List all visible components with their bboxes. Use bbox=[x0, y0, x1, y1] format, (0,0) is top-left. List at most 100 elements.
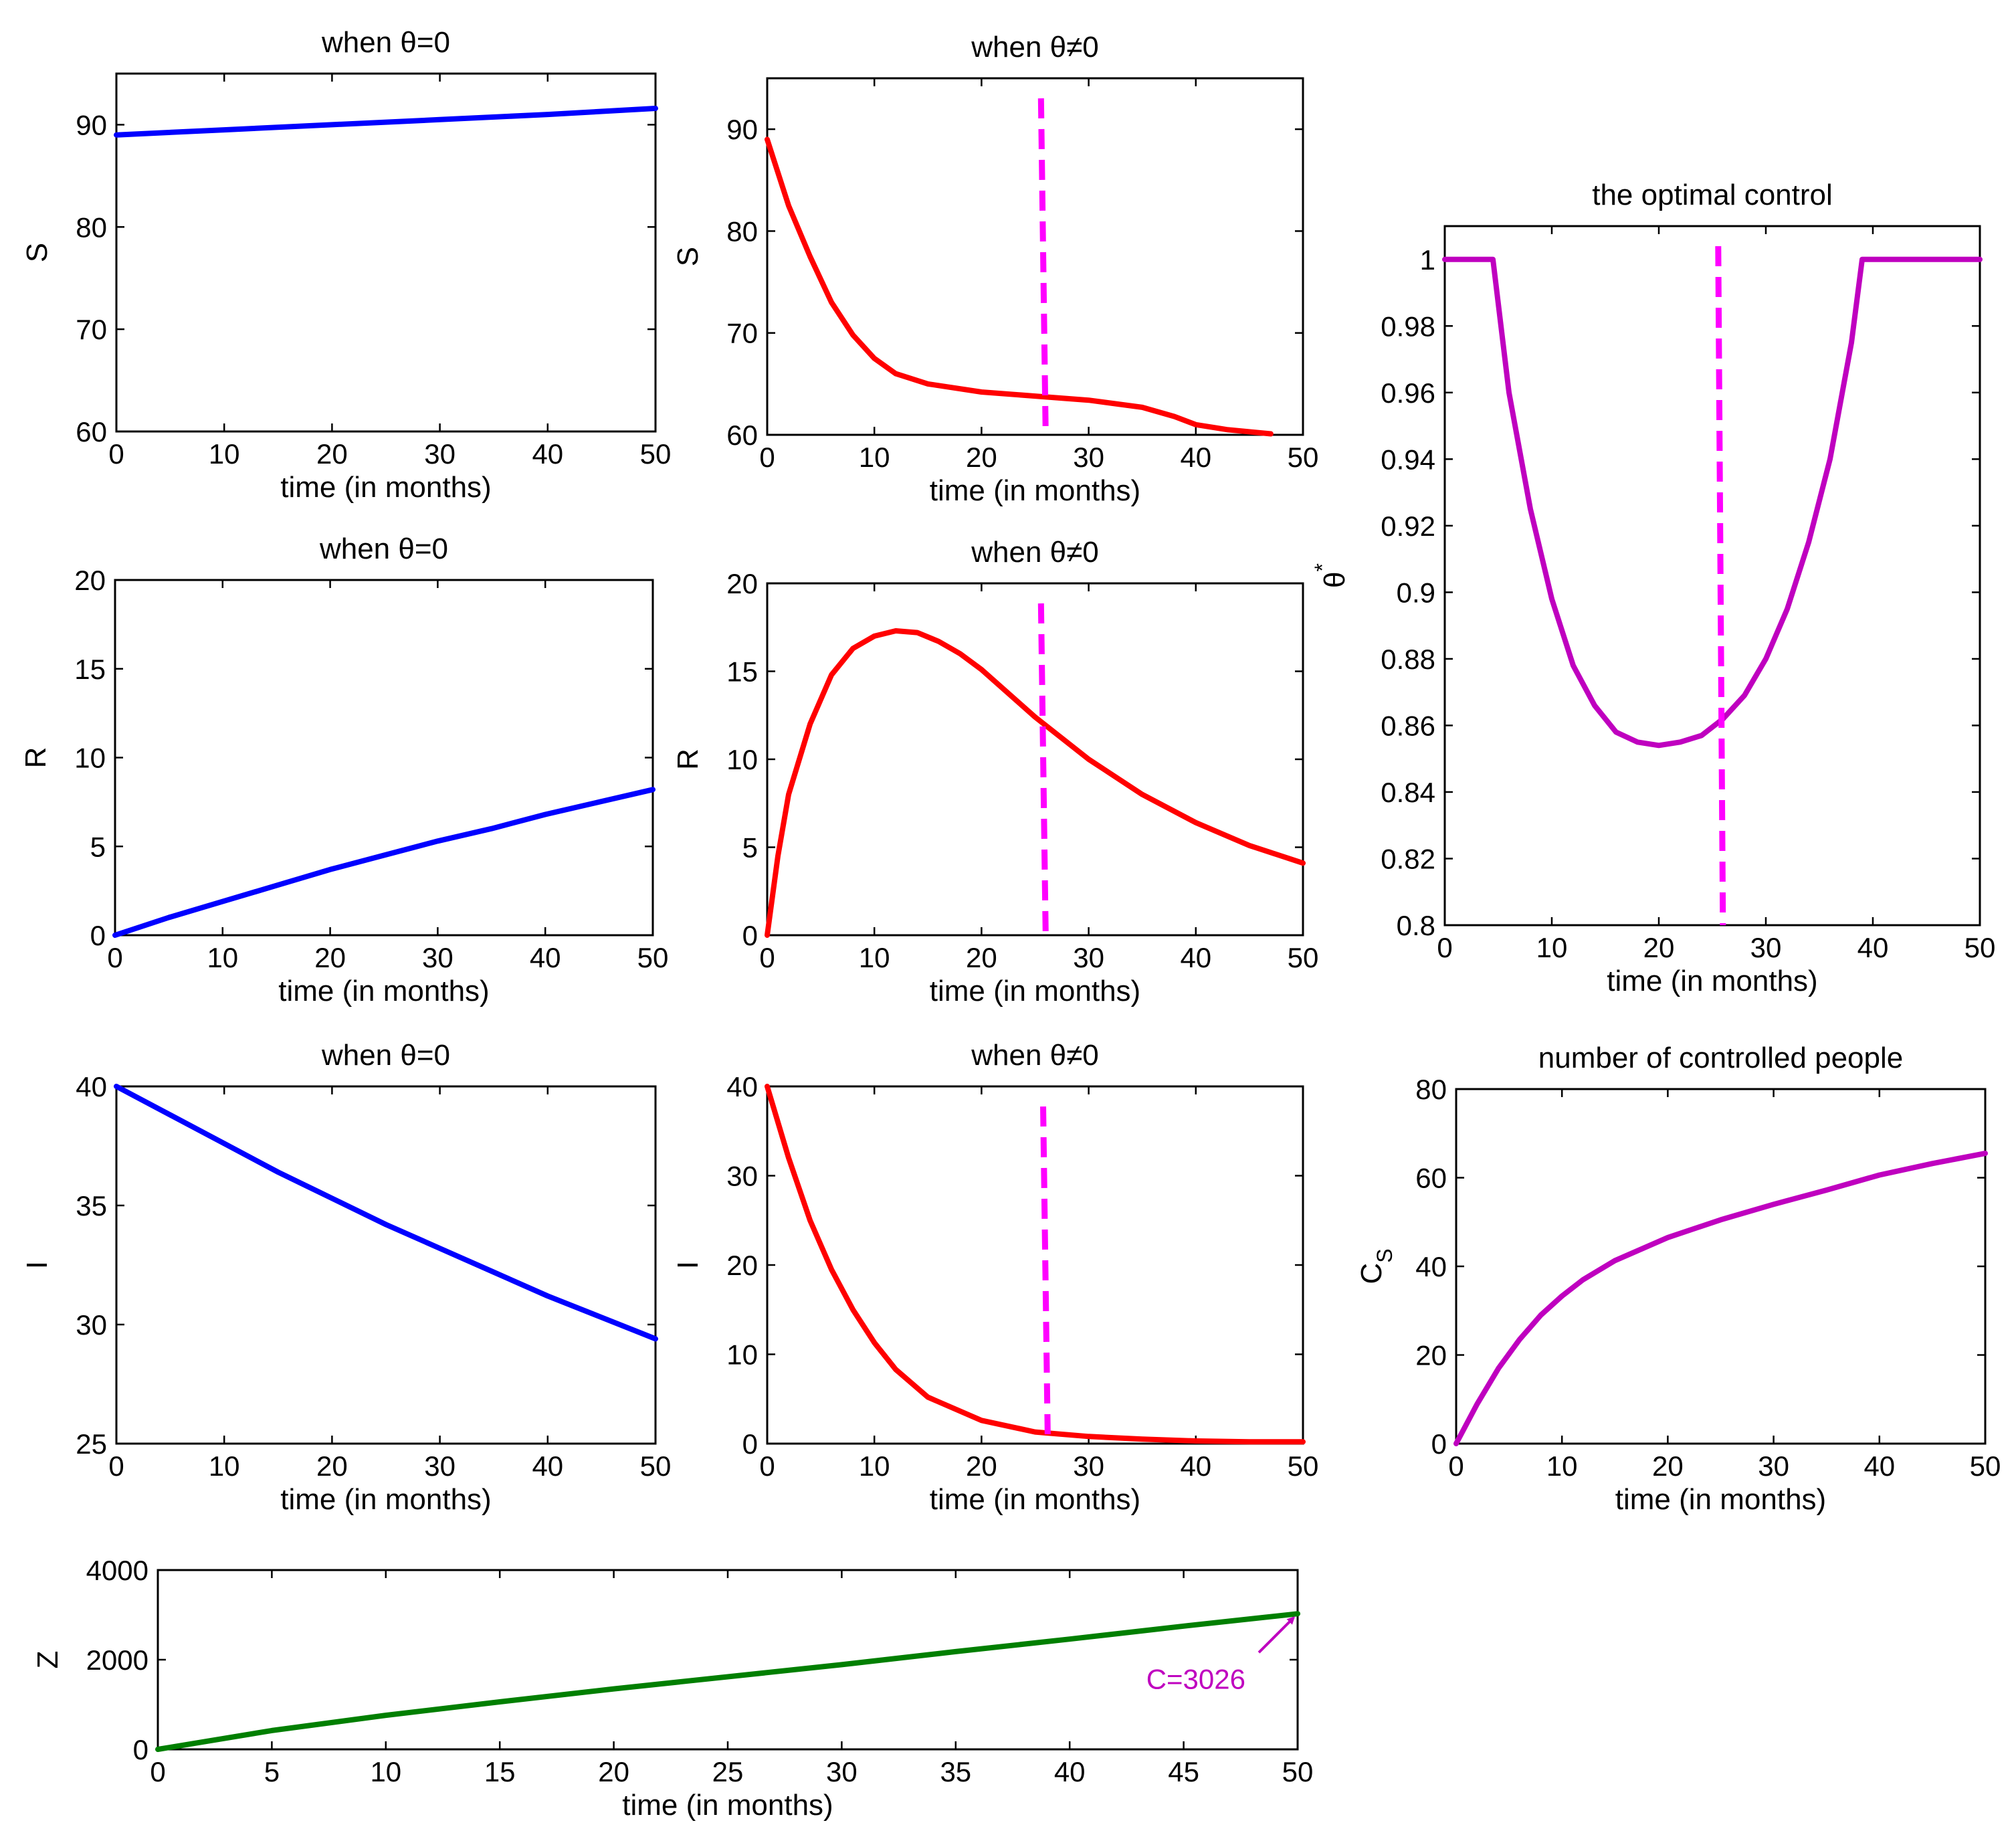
y-tick-label: 80 bbox=[1415, 1074, 1447, 1105]
y-tick-label: 20 bbox=[726, 568, 758, 599]
annotation-arrow bbox=[1257, 1616, 1296, 1654]
x-tick-label: 0 bbox=[108, 1450, 124, 1482]
y-tick-label: 0 bbox=[742, 920, 758, 951]
x-axis-label: time (in months) bbox=[1615, 1483, 1826, 1516]
y-axis-label-text: R bbox=[672, 749, 704, 770]
x-axis-label: time (in months) bbox=[278, 975, 489, 1007]
y-axis-label: θ* bbox=[1310, 563, 1351, 588]
x-tick-label: 0 bbox=[1448, 1450, 1464, 1482]
series-line-R bbox=[765, 628, 1306, 938]
vertical-dashed-line bbox=[1715, 246, 1726, 926]
x-tick-label: 35 bbox=[940, 1756, 971, 1787]
x-tick-label: 0 bbox=[1437, 932, 1452, 963]
vertical-dashed-line bbox=[1037, 98, 1049, 435]
x-tick-label: 5 bbox=[264, 1756, 280, 1787]
y-tick-label: 0.94 bbox=[1381, 444, 1435, 475]
x-tick-label: 15 bbox=[484, 1756, 516, 1787]
y-axis-label-text: S bbox=[672, 247, 704, 266]
y-axis-label-text: θ bbox=[1318, 571, 1351, 587]
x-tick-label: 40 bbox=[1863, 1450, 1895, 1482]
x-tick-label: 20 bbox=[1652, 1450, 1684, 1482]
y-tick-label: 20 bbox=[726, 1250, 758, 1281]
x-tick-label: 40 bbox=[532, 1450, 563, 1482]
y-tick-label: 2000 bbox=[86, 1644, 148, 1676]
y-axis-label: I bbox=[672, 1261, 704, 1269]
series-line-S bbox=[114, 106, 658, 138]
chart-Z: 0 5 10 15 20 25 30 35 40 45 50 0 2000 4000 C=3026 time … bbox=[31, 1555, 1313, 1822]
x-tick-label: 0 bbox=[107, 942, 122, 973]
chart-Cs: 0 10 20 30 40 50 0 20 40 60 80 number of controlled… bbox=[1355, 1042, 2001, 1516]
y-tick-label: 15 bbox=[74, 654, 106, 685]
y-axis-label-sup: * bbox=[1310, 563, 1334, 571]
y-tick-label: 20 bbox=[1415, 1340, 1447, 1371]
x-tick-label: 40 bbox=[532, 438, 563, 470]
x-tick-label: 50 bbox=[1970, 1450, 2001, 1482]
x-tick-label: 50 bbox=[1288, 942, 1319, 973]
x-tick-label: 50 bbox=[640, 438, 672, 470]
x-tick-label: 40 bbox=[530, 942, 561, 973]
y-tick-label: 40 bbox=[1415, 1251, 1447, 1282]
x-tick-label: 20 bbox=[314, 942, 346, 973]
x-tick-label: 0 bbox=[108, 438, 124, 470]
x-axis-label: time (in months) bbox=[280, 471, 491, 504]
y-tick-label: 80 bbox=[726, 215, 758, 247]
x-axis-label: time (in months) bbox=[280, 1483, 491, 1516]
x-axis-label: time (in months) bbox=[930, 1483, 1140, 1516]
y-tick-label: 30 bbox=[726, 1161, 758, 1192]
x-tick-label: 20 bbox=[598, 1756, 629, 1787]
x-tick-label: 30 bbox=[424, 438, 456, 470]
y-tick-label: 60 bbox=[726, 419, 758, 451]
y-axis-label-text: S bbox=[21, 243, 54, 262]
y-axis-label: S bbox=[21, 243, 54, 262]
x-tick-label: 0 bbox=[759, 1450, 775, 1482]
chart-I0: 0 10 20 30 40 50 25 30 35 40 when θ=0 time (in mont… bbox=[21, 1039, 671, 1516]
y-tick-label: 0 bbox=[742, 1428, 758, 1460]
chart-title: when θ=0 bbox=[319, 532, 448, 565]
chart-title: when θ=0 bbox=[321, 26, 450, 59]
axes-box bbox=[1443, 225, 1981, 927]
x-tick-label: 30 bbox=[424, 1450, 456, 1482]
x-tick-label: 20 bbox=[966, 1450, 997, 1482]
chart-S1: 0 10 20 30 40 50 60 70 80 90 when θ≠0 time (in mont… bbox=[672, 31, 1318, 507]
x-tick-label: 40 bbox=[1180, 942, 1211, 973]
x-tick-label: 20 bbox=[1643, 932, 1675, 963]
axes-box bbox=[115, 72, 657, 433]
x-tick-label: 40 bbox=[1857, 932, 1889, 963]
x-tick-label: 0 bbox=[759, 442, 775, 473]
chart-I1: 0 10 20 30 40 50 0 10 20 30 40 when θ≠0 time (in mon… bbox=[672, 1039, 1318, 1516]
x-tick-label: 50 bbox=[640, 1450, 672, 1482]
y-axis-label: R bbox=[672, 749, 704, 770]
y-tick-label: 70 bbox=[726, 318, 758, 349]
chart-title: when θ≠0 bbox=[971, 31, 1099, 64]
axes-box bbox=[1455, 1088, 1987, 1445]
x-tick-label: 20 bbox=[316, 1450, 348, 1482]
series-line-Z bbox=[155, 1611, 1300, 1752]
y-tick-label: 15 bbox=[726, 656, 758, 688]
x-tick-label: 10 bbox=[209, 1450, 240, 1482]
y-axis-label: I bbox=[21, 1261, 54, 1269]
x-axis-label: time (in months) bbox=[622, 1789, 833, 1822]
y-tick-label: 0.8 bbox=[1397, 910, 1435, 941]
vertical-dashed-line bbox=[1037, 603, 1049, 936]
x-tick-label: 10 bbox=[859, 942, 890, 973]
x-axis-label: time (in months) bbox=[930, 975, 1140, 1007]
y-tick-label: 0 bbox=[90, 920, 106, 951]
y-tick-label: 0.88 bbox=[1381, 644, 1435, 675]
x-tick-label: 30 bbox=[826, 1756, 858, 1787]
x-tick-label: 45 bbox=[1168, 1756, 1199, 1787]
y-axis-label-text: I bbox=[672, 1261, 704, 1269]
chart-title: the optimal control bbox=[1592, 179, 1833, 211]
x-tick-label: 50 bbox=[637, 942, 669, 973]
axes-box bbox=[766, 77, 1304, 436]
chart-title: when θ=0 bbox=[321, 1039, 450, 1072]
x-tick-label: 25 bbox=[712, 1756, 744, 1787]
y-tick-label: 60 bbox=[1415, 1163, 1447, 1194]
chart-S0: 0 10 20 30 40 50 60 70 80 90 when θ=0 time (in mont… bbox=[21, 26, 671, 504]
axes-box bbox=[766, 1085, 1304, 1445]
x-axis-label: time (in months) bbox=[1607, 965, 1817, 997]
x-tick-label: 30 bbox=[1758, 1450, 1789, 1482]
y-tick-label: 1 bbox=[1420, 244, 1435, 276]
y-tick-label: 0 bbox=[133, 1734, 148, 1765]
x-tick-label: 30 bbox=[1073, 1450, 1104, 1482]
